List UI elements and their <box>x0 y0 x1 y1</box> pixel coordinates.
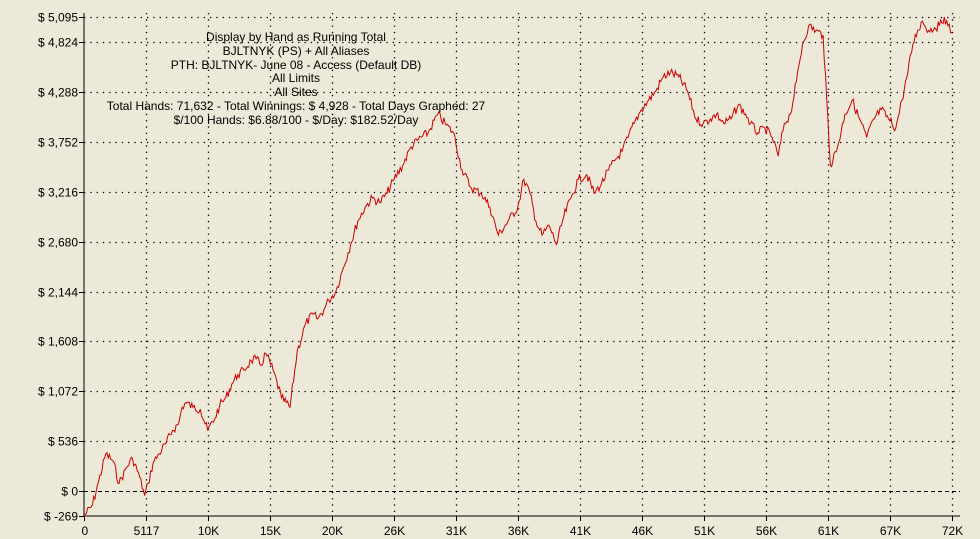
y-tick-label: $ 3,216 <box>38 186 78 200</box>
x-tick-label: 51K <box>694 524 715 538</box>
y-tick-label: $ -269 <box>44 510 78 524</box>
y-tick-label: $ 3,752 <box>38 136 78 150</box>
info-line: All Limits <box>272 71 320 85</box>
x-tick-label: 26K <box>384 524 405 538</box>
info-block: Display by Hand as Running TotalBJLTNYK … <box>107 30 486 127</box>
y-tick-label: $ 1,072 <box>38 385 78 399</box>
y-tick-label: $ 536 <box>48 435 78 449</box>
x-tick-label: 31K <box>446 524 467 538</box>
x-tick-label: 61K <box>818 524 839 538</box>
info-line: Display by Hand as Running Total <box>206 30 386 44</box>
x-axis-ticks: 0 5117 10K 15K 20K 26K 31K 36K 41K 46K 51K 56K 61K 67… <box>82 516 963 538</box>
grid <box>84 13 960 516</box>
y-tick-label: $ 5,095 <box>38 11 78 25</box>
info-line: All Sites <box>274 85 317 99</box>
y-axis-ticks: $ -269 $ 0 $ 536 $ 1,072 $ 1,608 $ 2,144 $ 2,6… <box>38 11 84 524</box>
x-tick-label: 41K <box>570 524 591 538</box>
info-line: $/100 Hands: $6.88/100 - $/Day: $182.52/… <box>174 113 419 127</box>
x-tick-label: 46K <box>632 524 653 538</box>
series-line-winnings <box>83 16 953 517</box>
info-line: BJLTNYK (PS) + All Aliases <box>223 44 370 58</box>
info-line: PTH: BJLTNYK- June 08 - Access (Default … <box>171 58 422 72</box>
x-tick-label: 15K <box>260 524 281 538</box>
x-tick-label: 0 <box>82 524 89 538</box>
info-line: Total Hands: 71,632 - Total Winnings: $ … <box>107 99 486 113</box>
y-tick-label: $ 0 <box>61 485 78 499</box>
x-tick-label: 5117 <box>134 524 160 538</box>
y-tick-label: $ 2,680 <box>38 236 78 250</box>
x-tick-label: 56K <box>756 524 777 538</box>
y-tick-label: $ 1,608 <box>38 335 78 349</box>
y-tick-label: $ 4,824 <box>38 36 78 50</box>
x-tick-label: 20K <box>322 524 343 538</box>
x-tick-label: 72K <box>942 524 963 538</box>
x-tick-label: 10K <box>198 524 219 538</box>
y-tick-label: $ 2,144 <box>38 286 78 300</box>
x-tick-label: 67K <box>880 524 901 538</box>
y-tick-label: $ 4,288 <box>38 86 78 100</box>
x-tick-label: 36K <box>508 524 529 538</box>
